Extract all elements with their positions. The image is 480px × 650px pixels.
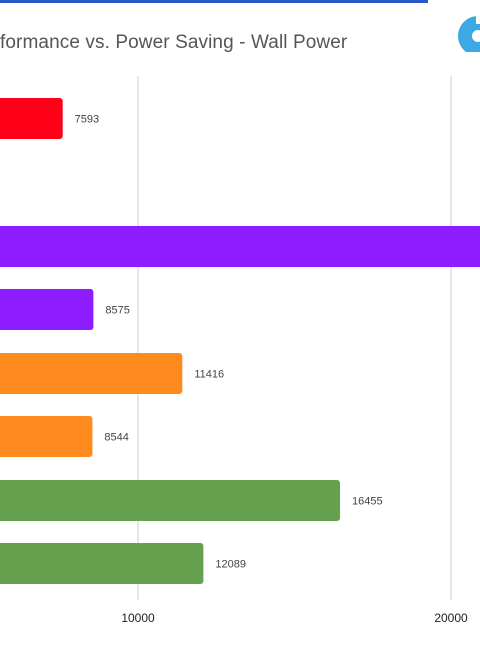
bar-value-label: 12089 [215, 559, 246, 571]
bar-value-label: 11416 [194, 369, 224, 381]
x-tick-label: 10000 [121, 611, 155, 625]
bar-value-label: 8544 [104, 432, 128, 444]
bar [0, 98, 63, 139]
bar [0, 353, 183, 394]
bar-value-label: 16455 [352, 496, 383, 508]
bar [0, 416, 93, 457]
bar [0, 543, 204, 584]
x-tick-label: 20000 [434, 611, 468, 625]
bar [0, 226, 480, 267]
top-border [0, 0, 428, 3]
logo-icon [458, 16, 480, 52]
bar [0, 289, 94, 330]
chart-title: formance vs. Power Saving - Wall Power [0, 32, 348, 53]
bar-value-label: 7593 [75, 114, 99, 126]
bar [0, 480, 341, 521]
bar-value-label: 8575 [105, 305, 129, 317]
